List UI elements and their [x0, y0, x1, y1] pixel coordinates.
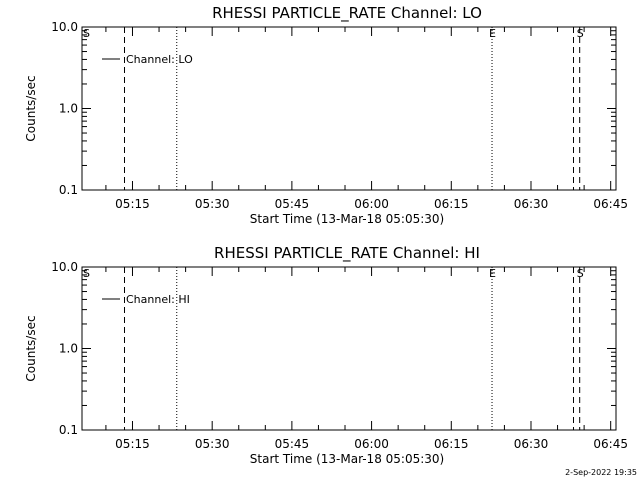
x-axis-label: Start Time (13-Mar-18 05:05:30): [250, 452, 444, 466]
x-tick-label: 06:00: [354, 437, 389, 451]
x-tick-label: 05:30: [195, 437, 230, 451]
y-tick-label: 0.1: [59, 183, 78, 197]
y-tick-label: 1.0: [59, 342, 78, 356]
x-tick-label: 06:45: [593, 437, 628, 451]
y-tick-label: 10.0: [51, 260, 78, 274]
x-tick-label: 05:15: [115, 437, 150, 451]
marker-label: S: [577, 267, 584, 280]
panel-lo-channel: RHESSI PARTICLE_RATE Channel: LO 10.0 1.0 0…: [24, 4, 628, 226]
x-tick-label: 06:00: [354, 197, 389, 211]
legend-label: Channel: HI: [126, 293, 190, 306]
y-tick-label: 10.0: [51, 20, 78, 34]
marker-label: E: [489, 27, 496, 40]
y-axis-label: Counts/sec: [24, 75, 38, 141]
footer-timestamp: 2-Sep-2022 19:35: [565, 468, 637, 477]
x-tick-label: 05:30: [195, 197, 230, 211]
x-tick-label: 05:45: [275, 197, 310, 211]
x-tick-label: 06:15: [434, 437, 469, 451]
x-tick-label: 06:45: [593, 197, 628, 211]
x-tick-label: 06:30: [514, 197, 549, 211]
plot-frame: [81, 266, 617, 431]
x-tick-label: 05:45: [275, 437, 310, 451]
chart-title: RHESSI PARTICLE_RATE Channel: LO: [212, 4, 482, 23]
x-tick-label: 06:30: [514, 437, 549, 451]
marker-label: S: [577, 27, 584, 40]
edge-marker-label: S: [83, 267, 90, 280]
edge-marker-label: S: [83, 27, 90, 40]
y-axis-label: Counts/sec: [24, 315, 38, 381]
legend-label: Channel: LO: [126, 53, 193, 66]
x-tick-label: 05:15: [115, 197, 150, 211]
panel-hi-channel: RHESSI PARTICLE_RATE Channel: HI 10.0 1.0 0…: [24, 244, 628, 466]
x-axis-label: Start Time (13-Mar-18 05:05:30): [250, 212, 444, 226]
marker-label: E: [489, 267, 496, 280]
x-tick-label: 06:15: [434, 197, 469, 211]
y-tick-label: 0.1: [59, 423, 78, 437]
y-tick-label: 1.0: [59, 102, 78, 116]
plot-frame: [81, 26, 617, 191]
chart-title: RHESSI PARTICLE_RATE Channel: HI: [214, 244, 480, 263]
